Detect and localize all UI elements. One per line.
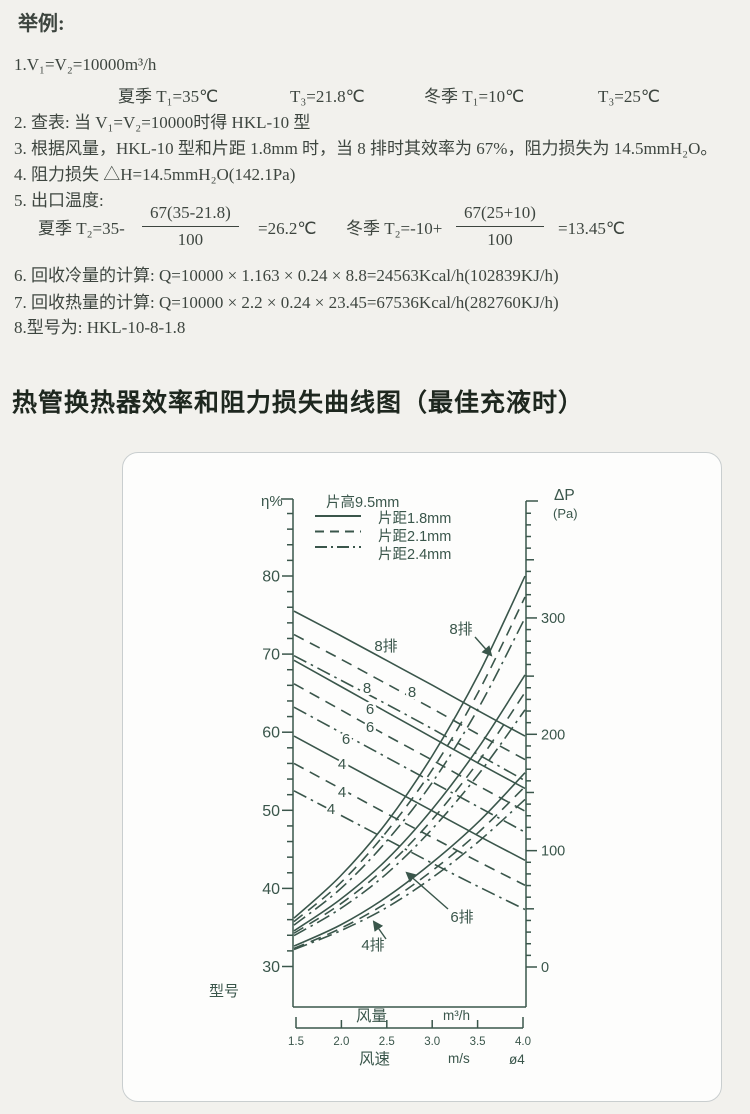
dp-axis-title: ΔP xyxy=(554,487,575,504)
curve-阻力 6排 片距1.8mm xyxy=(293,674,526,932)
dp-tick-label: 100 xyxy=(541,844,565,860)
legend-label: 片距2.4mm xyxy=(378,546,451,563)
outlet-summer-fraction: 67(35-21.8) 100 xyxy=(142,203,239,250)
axes xyxy=(281,498,538,1008)
speed-unit: m/s xyxy=(448,1051,470,1066)
curve-效率 8排 片距2.1mm xyxy=(293,633,526,761)
curve-阻力 4排 片距2.4mm xyxy=(293,798,526,951)
line-lookup: 2. 查表: 当 V₁=V₂=10000时得 HKL-10 型 xyxy=(14,113,311,132)
efficiency-pressure-chart: 80 70 60 50 40 30 η% 300 200 100 0 ΔP (Pa) 片高9.5mm片距1… xyxy=(209,487,578,1068)
eta-tick-label: 40 xyxy=(262,881,280,898)
curve-效率 4排 片距2.4mm xyxy=(293,790,526,911)
curve-label: 4 xyxy=(338,784,346,801)
fraction-denominator: 100 xyxy=(487,230,513,249)
fraction-denominator: 100 xyxy=(177,230,204,249)
curve-效率 8排 片距2.4mm xyxy=(293,654,526,782)
eta-tick-label: 60 xyxy=(262,725,280,742)
outlet-winter-prefix: 冬季 T₂=-10+ xyxy=(346,219,443,238)
line-pressure: 4. 阻力损失 △H=14.5mmH₂O(142.1Pa) xyxy=(14,165,296,184)
dp-tick-label: 0 xyxy=(541,960,549,976)
outlet-winter-fraction: 67(25+10) 100 xyxy=(456,203,544,250)
velocity-tick-label: 3.5 xyxy=(470,1036,486,1048)
annotation-label: 4排 xyxy=(361,937,384,954)
curve-label: 4 xyxy=(338,756,346,773)
flow-unit: m³/h xyxy=(443,1008,470,1023)
curve-label: 4 xyxy=(327,801,335,818)
annotation-arrow xyxy=(405,871,449,910)
temps-winter-t1: 冬季 T₁=10℃ xyxy=(424,87,525,106)
curve-label: 8 xyxy=(408,684,416,701)
velocity-scale: 1.5 2.0 2.5 3.0 3.5 4.0 xyxy=(288,1017,531,1048)
dp-tick-label: 300 xyxy=(541,611,565,627)
velocity-tick-label: 2.0 xyxy=(333,1036,349,1048)
eta-tick-label: 50 xyxy=(262,803,280,820)
velocity-tick-label: 3.0 xyxy=(424,1036,440,1048)
curve-label: 6 xyxy=(366,719,374,736)
section-heading: 热管换热器效率和阻力损失曲线图（最佳充液时） xyxy=(12,389,585,417)
fraction-numerator: 67(25+10) xyxy=(456,203,544,227)
tube-diameter-label: ø4 xyxy=(509,1052,525,1067)
curve-效率 6排 片距2.4mm xyxy=(293,706,526,833)
curve-阻力 4排 片距2.1mm xyxy=(293,786,526,950)
curve-阻力 6排 片距2.4mm xyxy=(293,709,526,937)
curve-阻力 6排 片距2.1mm xyxy=(293,691,526,934)
eta-tick-label: 30 xyxy=(262,959,280,976)
eta-tick-label: 80 xyxy=(262,569,280,586)
line-cooling: 6. 回收冷量的计算: Q=10000 × 1.163 × 0.24 × 8.8… xyxy=(14,266,559,285)
annotation-arrow xyxy=(474,636,493,657)
eta-axis-title: η% xyxy=(261,493,283,510)
dp-tick-label: 200 xyxy=(541,727,565,743)
fraction-numerator: 67(35-21.8) xyxy=(142,203,239,227)
temps-winter-t3: T₃=25℃ xyxy=(598,87,660,106)
outlet-summer-prefix: 夏季 T₂=35- xyxy=(38,219,125,238)
line-efficiency: 3. 根据风量，HKL-10 型和片距 1.8mm 时，当 8 排时其效率为 6… xyxy=(14,139,718,158)
curve-效率 6排 片距1.8mm xyxy=(293,659,526,790)
curve-效率 6排 片距2.1mm xyxy=(293,683,526,812)
curves xyxy=(293,575,526,951)
line-model-no: 8.型号为: HKL-10-8-1.8 xyxy=(14,318,186,337)
velocity-tick-label: 4.0 xyxy=(515,1036,531,1048)
curve-label: 6 xyxy=(342,731,350,748)
example-heading: 举例: xyxy=(18,13,65,35)
curve-效率 4排 片距2.1mm xyxy=(293,762,526,886)
curve-label: 8 xyxy=(363,680,371,697)
flow-label: 风量 xyxy=(356,1008,387,1025)
temps-summer-t3: T₃=21.8℃ xyxy=(290,87,365,106)
chart-card: 80 70 60 50 40 30 η% 300 200 100 0 ΔP (Pa) 片高9.5mm 片距1… xyxy=(122,452,722,1102)
velocity-tick-label: 1.5 xyxy=(288,1036,304,1048)
dp-axis-unit: (Pa) xyxy=(553,506,578,521)
annotation-label: 8排 xyxy=(449,621,472,638)
curve-label: 8排 xyxy=(374,638,397,655)
outlet-summer-result: =26.2℃ xyxy=(258,219,317,238)
legend-label: 片距1.8mm xyxy=(378,510,451,527)
line-outlet: 5. 出口温度: xyxy=(14,191,104,210)
temps-summer-t1: 夏季 T₁=35℃ xyxy=(118,87,219,106)
speed-label: 风速 xyxy=(359,1050,390,1068)
line-volume: 1.V₁=V₂=10000m³/h xyxy=(14,55,157,74)
model-label: 型号 xyxy=(209,983,239,1000)
velocity-tick-label: 2.5 xyxy=(379,1036,395,1048)
annotations: 8排 6排 4排 xyxy=(359,619,493,956)
curve-阻力 8排 片距2.4mm xyxy=(293,617,526,926)
legend-label: 片距2.1mm xyxy=(378,528,451,545)
line-heating: 7. 回收热量的计算: Q=10000 × 2.2 × 0.24 × 23.45… xyxy=(14,293,559,312)
axis-labels: 80 70 60 50 40 30 η% 300 200 100 0 ΔP (Pa) xyxy=(261,487,578,976)
curve-效率 8排 片距1.8mm xyxy=(293,610,526,737)
annotation-label: 6排 xyxy=(450,909,473,926)
curve-阻力 8排 片距2.1mm xyxy=(293,596,526,923)
outlet-winter-result: =13.45℃ xyxy=(558,219,625,238)
annotation-arrow xyxy=(372,920,387,940)
legend-title: 片高9.5mm xyxy=(326,494,399,511)
eta-tick-label: 70 xyxy=(262,647,280,664)
curve-效率 4排 片距1.8mm xyxy=(293,735,526,861)
curve-label: 6 xyxy=(366,701,374,718)
